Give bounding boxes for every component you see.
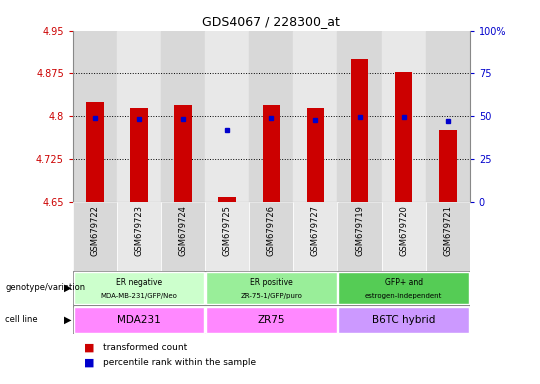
Text: cell line: cell line bbox=[5, 315, 38, 324]
Text: B6TC hybrid: B6TC hybrid bbox=[372, 314, 435, 325]
Bar bbox=[249, 202, 293, 271]
Text: GFP+ and: GFP+ and bbox=[384, 278, 423, 287]
Bar bbox=[338, 31, 382, 202]
Text: ZR-75-1/GFP/puro: ZR-75-1/GFP/puro bbox=[240, 293, 302, 299]
Text: GSM679723: GSM679723 bbox=[134, 205, 144, 256]
Bar bbox=[351, 59, 368, 202]
Bar bbox=[293, 31, 338, 202]
Text: estrogen-independent: estrogen-independent bbox=[365, 293, 442, 299]
Bar bbox=[382, 31, 426, 202]
Text: GSM679722: GSM679722 bbox=[91, 205, 99, 256]
Bar bbox=[73, 202, 117, 271]
Bar bbox=[293, 202, 338, 271]
Text: GSM679726: GSM679726 bbox=[267, 205, 276, 256]
Text: MDA231: MDA231 bbox=[117, 314, 161, 325]
Bar bbox=[339, 307, 469, 333]
Text: GSM679719: GSM679719 bbox=[355, 205, 364, 256]
Text: GSM679720: GSM679720 bbox=[399, 205, 408, 256]
Text: GSM679725: GSM679725 bbox=[223, 205, 232, 256]
Text: ER negative: ER negative bbox=[116, 278, 162, 287]
Text: ER positive: ER positive bbox=[250, 278, 293, 287]
Bar bbox=[86, 102, 104, 202]
Text: ZR75: ZR75 bbox=[258, 314, 285, 325]
Text: ▶: ▶ bbox=[64, 314, 71, 325]
Text: GSM679721: GSM679721 bbox=[443, 205, 452, 256]
Text: GSM679724: GSM679724 bbox=[179, 205, 188, 256]
Bar bbox=[339, 272, 469, 304]
Text: MDA-MB-231/GFP/Neo: MDA-MB-231/GFP/Neo bbox=[100, 293, 178, 299]
Bar bbox=[161, 202, 205, 271]
Bar bbox=[117, 202, 161, 271]
Text: ■: ■ bbox=[84, 343, 94, 353]
Bar bbox=[206, 272, 336, 304]
Bar bbox=[117, 31, 161, 202]
Text: transformed count: transformed count bbox=[103, 343, 187, 352]
Bar bbox=[338, 202, 382, 271]
Bar bbox=[426, 31, 470, 202]
Bar bbox=[439, 131, 456, 202]
Bar bbox=[205, 31, 249, 202]
Bar bbox=[382, 202, 426, 271]
Text: genotype/variation: genotype/variation bbox=[5, 283, 85, 293]
Title: GDS4067 / 228300_at: GDS4067 / 228300_at bbox=[202, 15, 340, 28]
Bar bbox=[218, 197, 236, 202]
Bar bbox=[206, 307, 336, 333]
Text: GSM679727: GSM679727 bbox=[311, 205, 320, 256]
Text: ▶: ▶ bbox=[64, 283, 71, 293]
Bar bbox=[249, 31, 293, 202]
Bar bbox=[174, 105, 192, 202]
Text: percentile rank within the sample: percentile rank within the sample bbox=[103, 358, 256, 367]
Bar bbox=[74, 307, 204, 333]
Bar bbox=[307, 108, 324, 202]
Bar bbox=[130, 108, 148, 202]
Bar bbox=[426, 202, 470, 271]
Bar bbox=[205, 202, 249, 271]
Text: ■: ■ bbox=[84, 358, 94, 368]
Bar bbox=[395, 72, 413, 202]
Bar bbox=[262, 105, 280, 202]
Bar bbox=[73, 31, 117, 202]
Bar bbox=[74, 272, 204, 304]
Bar bbox=[161, 31, 205, 202]
